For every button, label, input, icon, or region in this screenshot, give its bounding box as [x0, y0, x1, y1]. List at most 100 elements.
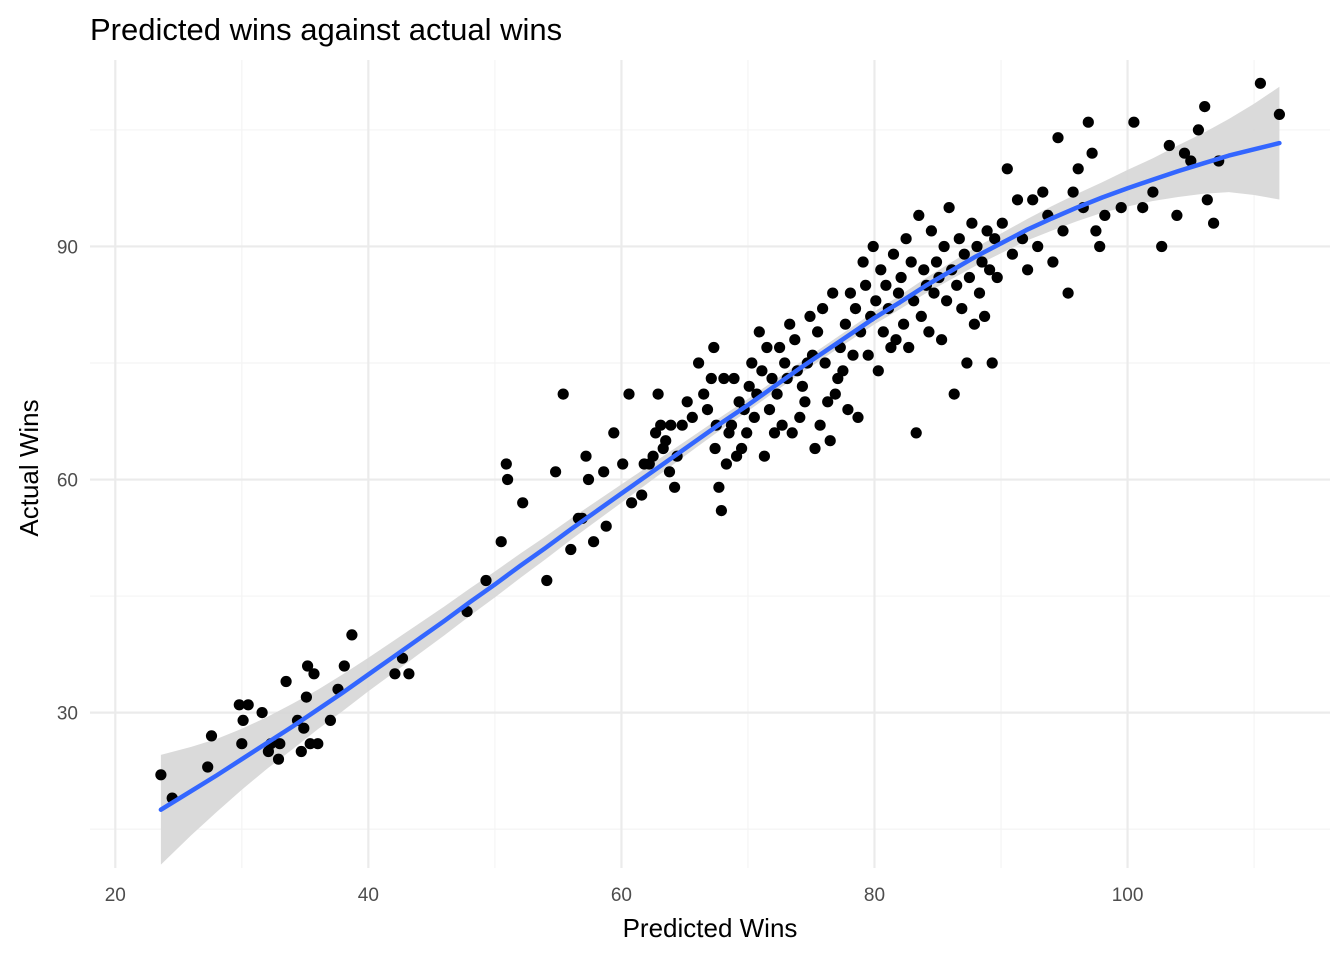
data-point	[895, 271, 907, 284]
data-point	[786, 427, 798, 439]
data-point	[1037, 186, 1049, 198]
data-point	[857, 256, 869, 268]
data-point	[1086, 147, 1098, 159]
data-point	[1201, 194, 1213, 206]
data-point	[1254, 77, 1266, 89]
data-point	[784, 318, 796, 330]
data-point	[237, 714, 249, 727]
data-point	[966, 217, 978, 229]
data-point	[256, 707, 268, 719]
data-point	[903, 341, 915, 354]
data-point	[652, 388, 664, 400]
data-point	[824, 435, 836, 447]
data-point	[989, 233, 1001, 245]
x-tick-label: 40	[358, 885, 379, 906]
data-point	[693, 357, 705, 369]
data-point	[1099, 209, 1111, 221]
data-point	[236, 738, 248, 750]
data-point	[976, 256, 988, 268]
data-point	[582, 473, 595, 486]
data-point	[1067, 186, 1079, 198]
data-point	[588, 536, 600, 548]
data-point	[500, 458, 512, 470]
data-point	[827, 287, 839, 299]
data-point	[913, 209, 925, 221]
data-point	[796, 380, 809, 392]
data-point	[898, 318, 910, 330]
data-point	[892, 287, 905, 299]
data-point	[1115, 202, 1127, 214]
data-point	[718, 372, 730, 385]
data-point	[1006, 248, 1019, 260]
data-point	[1199, 101, 1211, 113]
data-point	[963, 271, 976, 284]
data-point	[663, 466, 676, 478]
data-point	[887, 248, 900, 260]
data-point	[968, 318, 981, 330]
data-point	[789, 334, 801, 346]
data-point	[302, 660, 314, 672]
data-point	[953, 233, 965, 245]
data-point	[817, 303, 829, 315]
data-point	[565, 543, 577, 556]
data-point	[971, 240, 983, 253]
data-point	[794, 411, 806, 423]
data-point	[626, 497, 638, 509]
x-tick-label: 80	[864, 885, 885, 906]
data-point	[346, 629, 358, 641]
data-point	[1057, 225, 1069, 237]
data-point	[741, 427, 753, 439]
data-point	[557, 388, 569, 400]
data-point	[837, 365, 849, 377]
data-point	[743, 380, 755, 392]
data-point	[1171, 209, 1183, 221]
data-point	[930, 256, 943, 268]
data-point	[753, 326, 765, 338]
data-point	[948, 388, 960, 400]
data-point	[771, 388, 783, 400]
data-point	[799, 396, 811, 408]
data-point	[890, 334, 902, 346]
data-point	[951, 279, 963, 291]
data-point	[1178, 147, 1191, 159]
data-point	[698, 388, 710, 400]
data-point	[925, 225, 938, 237]
data-point	[852, 411, 864, 423]
x-tick-label: 60	[611, 885, 632, 906]
data-point	[1062, 287, 1074, 299]
data-point	[338, 660, 350, 672]
data-point	[736, 442, 748, 455]
grid	[90, 60, 1330, 868]
data-point	[713, 481, 725, 493]
data-point	[984, 264, 996, 276]
data-point	[877, 326, 889, 338]
data-point	[928, 287, 940, 299]
data-point	[1022, 264, 1034, 276]
data-point	[812, 326, 824, 338]
data-point	[875, 264, 887, 276]
data-point	[1156, 240, 1168, 253]
data-point	[908, 295, 920, 307]
data-point	[943, 202, 955, 214]
data-point	[1163, 139, 1175, 152]
data-point	[541, 574, 553, 587]
data-point	[809, 442, 821, 455]
y-tick-label: 30	[57, 704, 78, 725]
data-point	[665, 419, 677, 431]
data-point	[847, 349, 859, 361]
data-point	[1072, 163, 1084, 175]
y-tick-label: 60	[57, 471, 78, 492]
data-point	[550, 466, 562, 478]
x-tick-label: 20	[105, 885, 126, 906]
data-point	[205, 730, 218, 742]
data-point	[403, 668, 415, 680]
data-point	[862, 349, 874, 361]
data-point	[681, 396, 693, 408]
x-axis-title: Predicted Wins	[623, 913, 798, 943]
data-point	[300, 691, 312, 703]
data-point	[580, 450, 592, 462]
data-point	[915, 310, 927, 322]
data-point	[842, 404, 854, 416]
data-point	[701, 404, 714, 416]
